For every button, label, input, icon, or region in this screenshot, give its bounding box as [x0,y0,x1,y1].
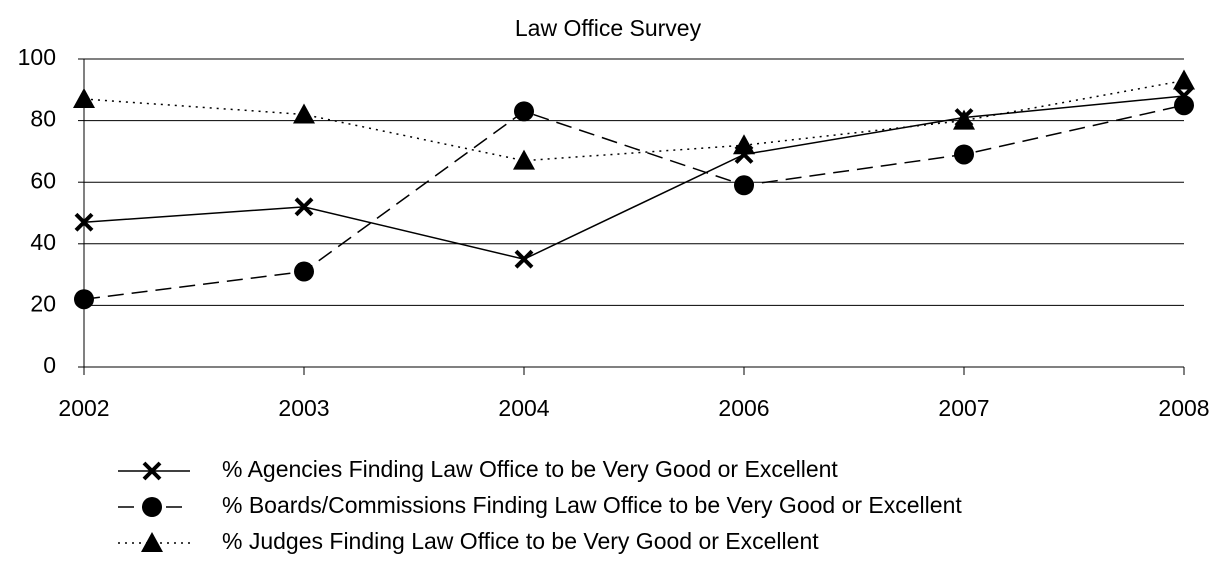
y-tick-label: 60 [30,167,56,193]
legend-label: % Agencies Finding Law Office to be Very… [222,456,838,482]
legend-marker [142,497,162,517]
point [73,88,95,109]
series-line [83,79,1185,162]
chart-title: Law Office Survey [515,15,702,41]
legend-label: % Boards/Commissions Finding Law Office … [222,492,962,518]
point [294,261,314,282]
x-tick-label: 2002 [58,395,109,421]
legend-marker [141,532,163,552]
x-tick-label: 2007 [938,395,989,421]
point [1173,69,1195,90]
x-tick-label: 2004 [498,395,549,421]
point [74,289,94,310]
x-tick-label: 2008 [1158,395,1209,421]
point [293,103,315,124]
point [733,134,755,155]
legend-marker [142,461,162,481]
point [954,144,974,165]
series-line [83,104,1185,300]
point [514,249,534,269]
point [734,175,754,196]
y-tick-label: 0 [43,352,56,378]
point [953,109,975,130]
y-tick-label: 80 [30,106,56,132]
legend-label: % Judges Finding Law Office to be Very G… [222,528,819,554]
point [74,212,94,232]
y-tick-label: 100 [18,44,56,70]
point [1174,95,1194,116]
x-tick-label: 2003 [278,395,329,421]
y-tick-label: 40 [30,229,56,255]
point [514,101,534,122]
x-tick-label: 2006 [718,395,769,421]
point [294,197,314,217]
point [513,149,535,170]
y-tick-label: 20 [30,290,56,316]
